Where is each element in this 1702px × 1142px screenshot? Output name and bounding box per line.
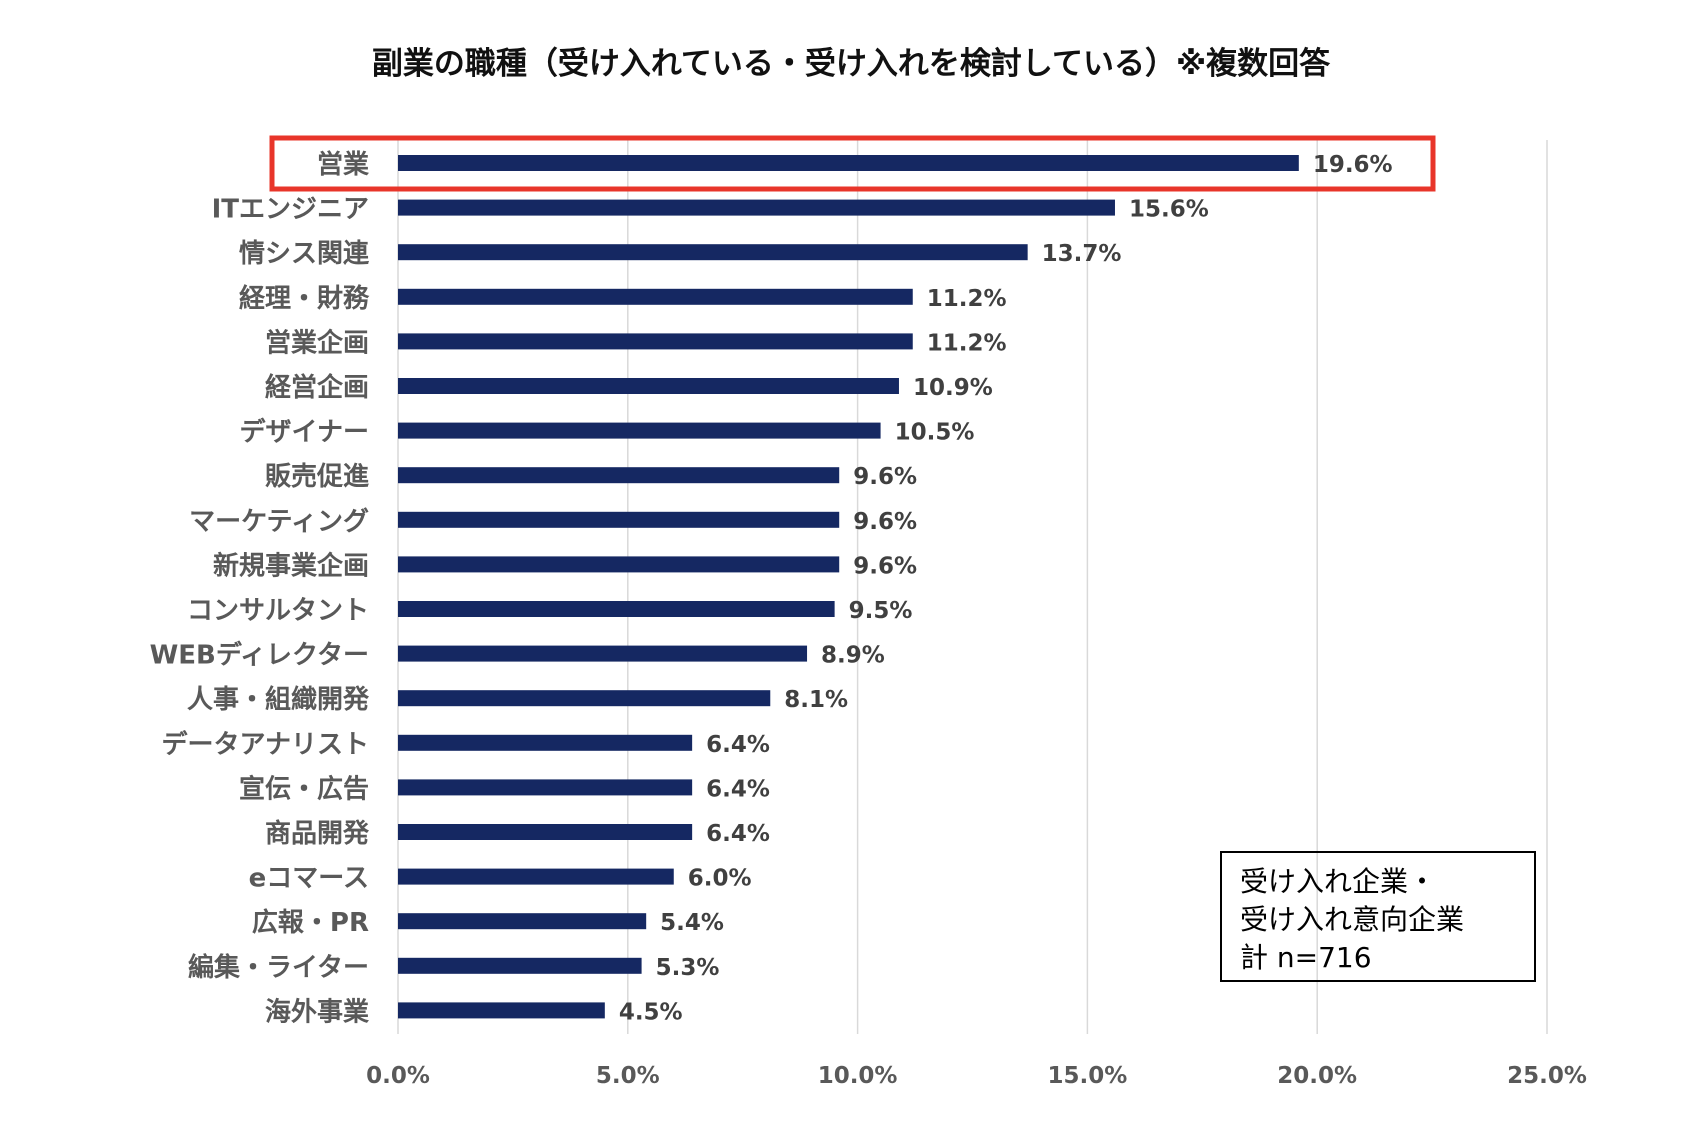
x-tick-label: 10.0% <box>818 1063 898 1089</box>
category-label: 経営企画 <box>265 372 369 403</box>
bar <box>398 556 840 573</box>
bar <box>398 779 693 796</box>
bar <box>398 1002 605 1019</box>
bar <box>398 868 674 885</box>
bar <box>398 824 693 840</box>
category-label: デザイナー <box>240 417 369 448</box>
data-label: 19.6% <box>1313 152 1393 178</box>
x-tick-label: 15.0% <box>1048 1063 1128 1089</box>
data-label: 11.2% <box>927 330 1007 356</box>
bar <box>398 199 1115 216</box>
category-label: コンサルタント <box>187 596 369 626</box>
bar <box>398 957 642 974</box>
bar <box>398 511 840 528</box>
category-label: 商品開発 <box>265 818 370 849</box>
chart-title: 副業の職種（受け入れている・受け入れを検討している）※複数回答 <box>371 46 1331 82</box>
data-label: 9.6% <box>853 509 917 535</box>
data-label: 15.6% <box>1129 197 1209 223</box>
data-label: 6.0% <box>688 866 752 892</box>
category-label: 人事・組織開発 <box>187 684 370 715</box>
bar <box>398 378 899 394</box>
data-label: 11.2% <box>927 286 1007 312</box>
bar <box>398 333 913 350</box>
category-label: 経理・財務 <box>239 283 370 314</box>
data-label: 5.4% <box>660 910 724 936</box>
bar <box>398 690 771 707</box>
category-label: 情シス関連 <box>239 239 370 269</box>
category-label: 営業企画 <box>265 327 369 358</box>
highlight-box <box>269 135 1436 192</box>
data-label: 5.3% <box>656 955 720 981</box>
category-label: 編集・ライター <box>188 952 369 983</box>
category-label: マーケティング <box>189 507 369 537</box>
note-line-1: 受け入れ企業・ <box>1240 865 1437 898</box>
data-label: 9.6% <box>853 464 917 490</box>
category-label: 販売促進 <box>265 462 369 492</box>
bar <box>398 645 808 662</box>
data-label: 6.4% <box>706 821 770 847</box>
category-label: ITエンジニア <box>212 195 369 225</box>
category-label: 宣伝・広告 <box>239 773 369 804</box>
bar <box>398 155 1299 171</box>
category-label: eコマース <box>249 864 369 894</box>
x-tick-label: 20.0% <box>1277 1063 1357 1089</box>
data-label: 9.6% <box>853 553 917 579</box>
bar <box>398 601 835 617</box>
x-tick-label: 5.0% <box>596 1063 660 1089</box>
data-label: 8.9% <box>821 643 885 669</box>
category-label: 新規事業企画 <box>213 550 369 581</box>
bar <box>398 288 913 305</box>
data-label: 13.7% <box>1042 241 1122 267</box>
bar <box>398 467 840 484</box>
x-tick-label: 0.0% <box>366 1063 430 1089</box>
bar <box>398 913 647 930</box>
category-label: 海外事業 <box>265 997 369 1027</box>
data-label: 10.5% <box>895 420 975 446</box>
data-label: 4.5% <box>619 999 683 1025</box>
note-line-3: 計 n=716 <box>1240 941 1372 974</box>
note-line-2: 受け入れ意向企業 <box>1240 903 1465 936</box>
category-label: データアナリスト <box>162 729 369 760</box>
data-label: 9.5% <box>849 598 913 624</box>
data-label: 6.4% <box>706 776 770 802</box>
data-label: 6.4% <box>706 732 770 758</box>
x-tick-label: 25.0% <box>1507 1063 1587 1089</box>
category-label: 営業 <box>317 150 369 180</box>
data-label: 10.9% <box>913 375 993 401</box>
bar <box>398 422 881 439</box>
bar <box>398 734 693 751</box>
data-label: 8.1% <box>784 687 848 713</box>
category-label: WEBディレクター <box>150 640 369 671</box>
bar <box>398 244 1028 261</box>
category-label: 広報・PR <box>252 907 369 938</box>
sample-note-box: 受け入れ企業・ 受け入れ意向企業 計 n=716 <box>1220 851 1536 982</box>
